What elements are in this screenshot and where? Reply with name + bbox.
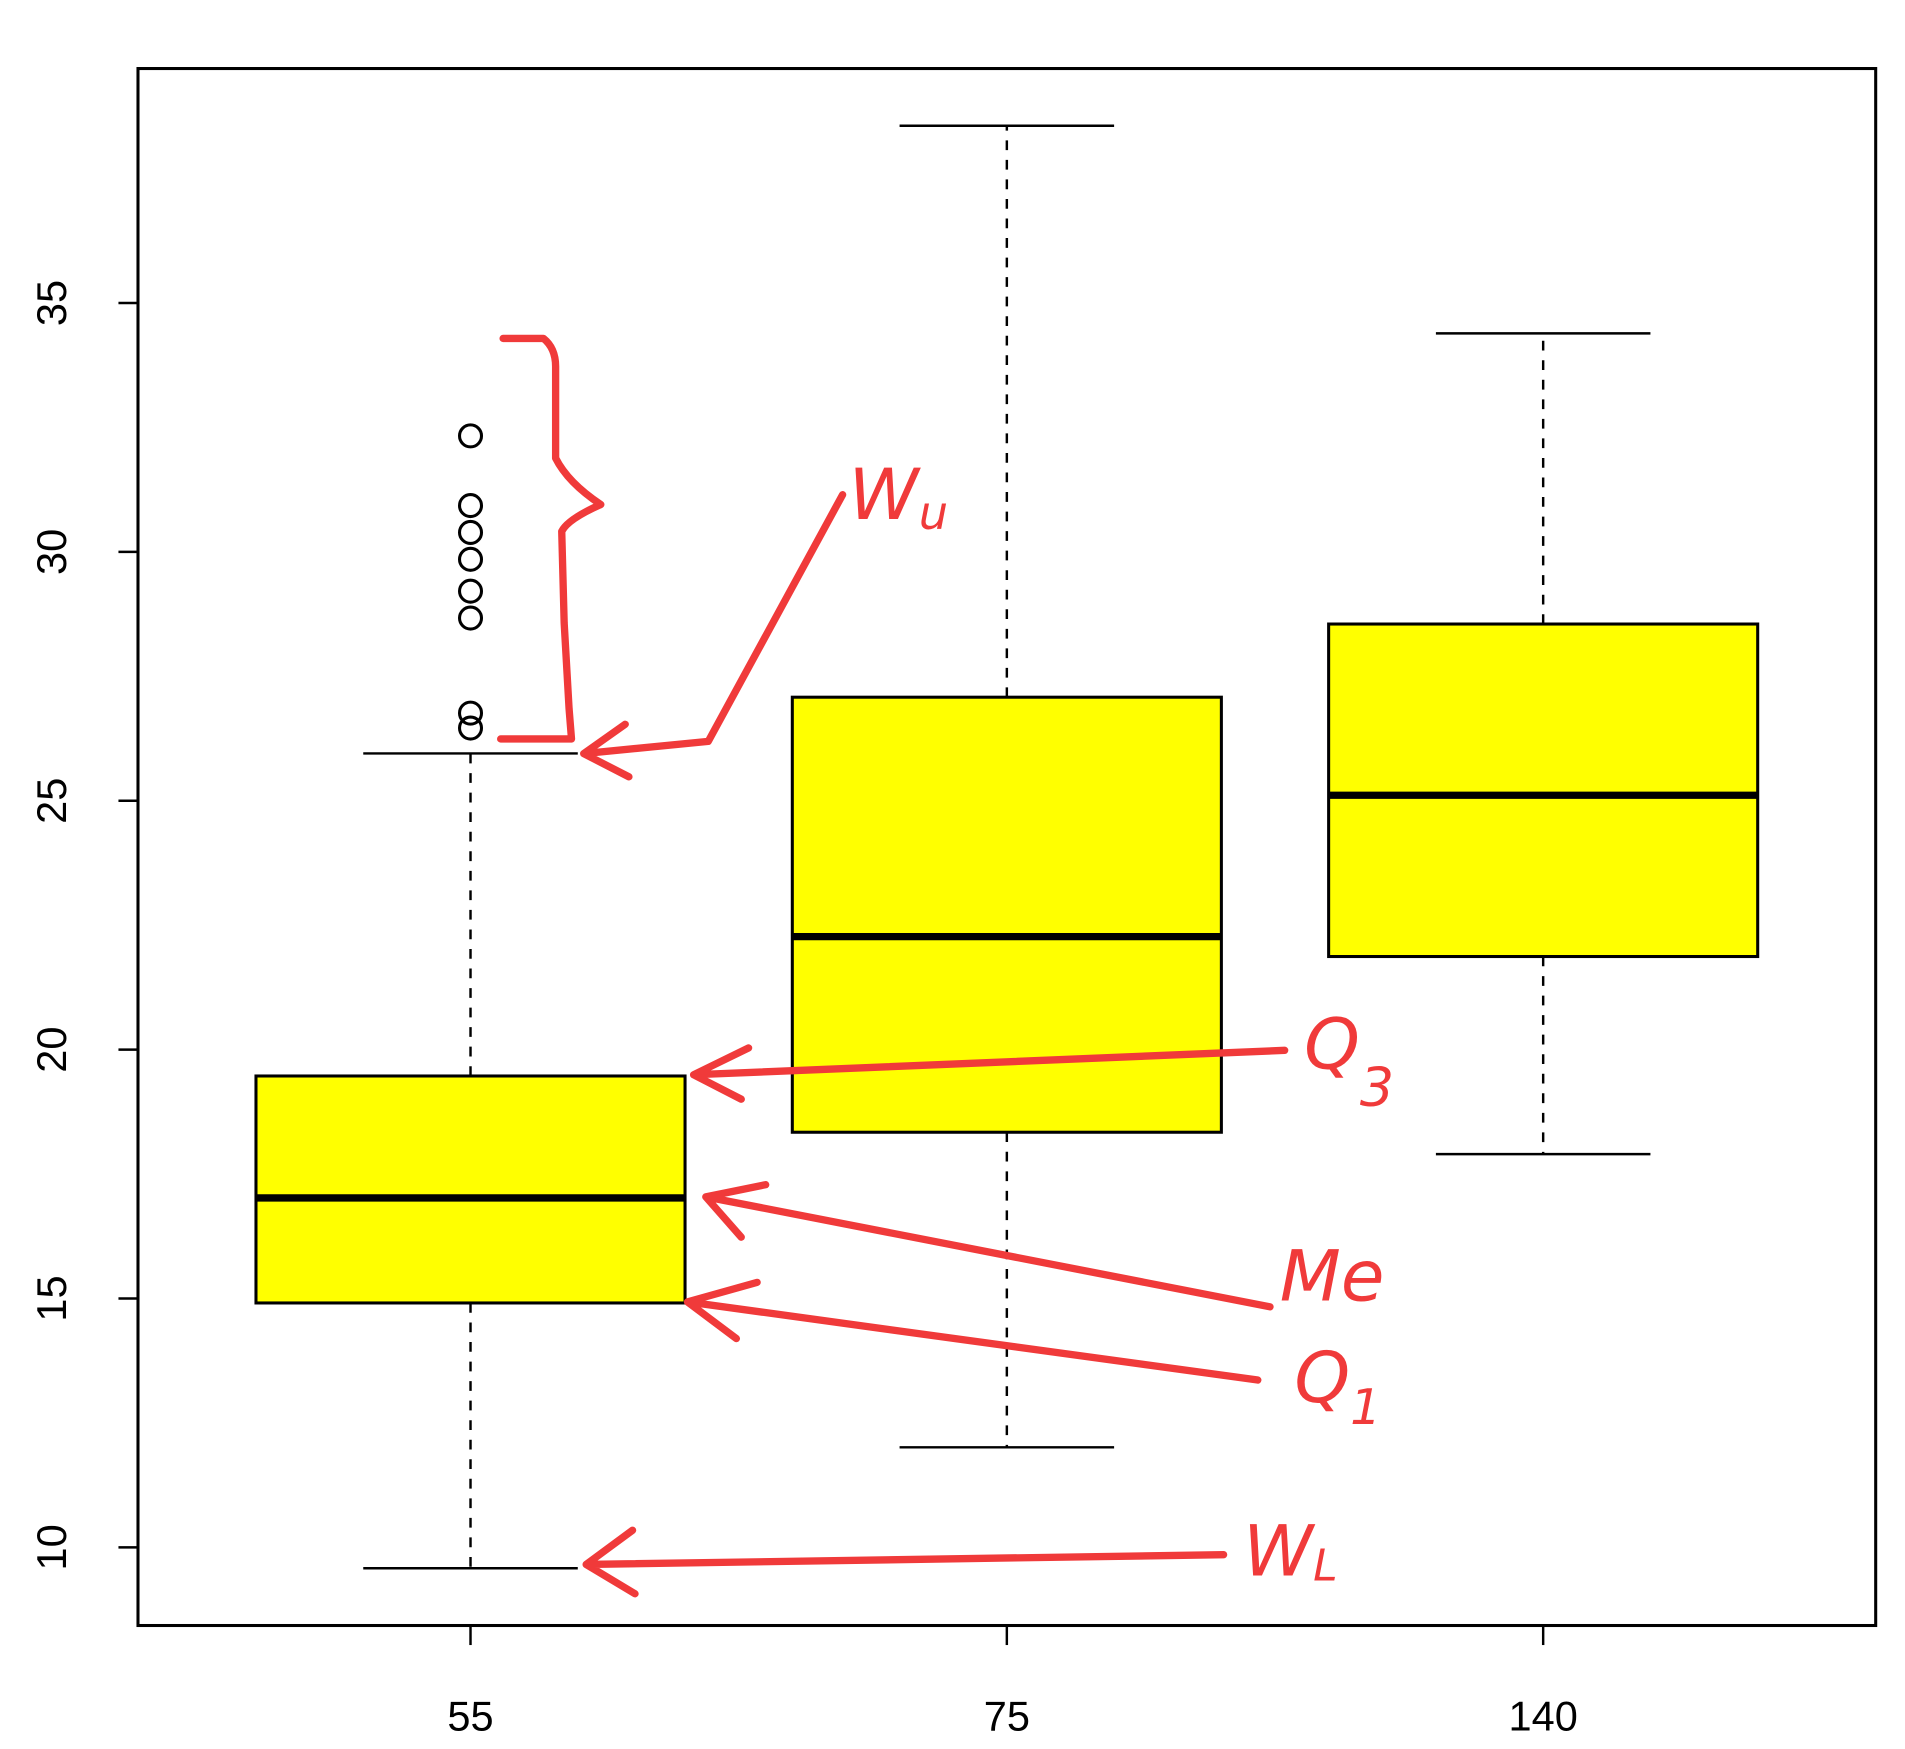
outlier xyxy=(457,578,484,604)
annotation-subscript: u xyxy=(919,486,948,540)
annotation-label: Q xyxy=(1304,1003,1360,1086)
x-tick-label: 55 xyxy=(447,1693,493,1740)
outlier xyxy=(457,519,484,545)
outlier xyxy=(457,715,484,741)
arrow xyxy=(702,1181,1274,1311)
annotation-label: W xyxy=(1243,1509,1316,1592)
annotation: Me xyxy=(1280,1235,1385,1318)
y-tick-label: 25 xyxy=(28,778,75,824)
box xyxy=(254,1074,687,1305)
annotation-subscript: 1 xyxy=(1350,1379,1381,1436)
y-tick-label: 15 xyxy=(28,1275,75,1321)
outlier xyxy=(457,423,484,449)
annotation: Q1 xyxy=(1294,1336,1381,1436)
outlier-brace xyxy=(497,334,605,743)
x-tick-label: 140 xyxy=(1509,1693,1578,1740)
annotation-label: Q xyxy=(1294,1336,1350,1419)
box xyxy=(1327,622,1760,959)
outlier xyxy=(457,700,484,726)
annotation: WL xyxy=(1243,1509,1338,1592)
annotation-label: W xyxy=(849,453,922,536)
y-tick-label: 20 xyxy=(28,1027,75,1073)
annotation-label: Me xyxy=(1280,1235,1385,1318)
outlier xyxy=(457,493,484,519)
annotation: Q3 xyxy=(1304,1003,1394,1119)
annotation-subscript: L xyxy=(1313,1540,1338,1591)
marks: 10 15 20 25 30 35 55 75 140 xyxy=(28,124,1760,1740)
outlier xyxy=(457,605,484,631)
y-tick-label: 10 xyxy=(28,1524,75,1570)
arrow xyxy=(689,1044,1289,1103)
arrow xyxy=(683,1278,1262,1384)
annotation: Wu xyxy=(849,453,948,540)
annotations: Wu Q3 Me Q1 WL xyxy=(497,334,1394,1598)
arrow xyxy=(582,1526,1228,1598)
outlier xyxy=(457,546,484,572)
arrow xyxy=(580,491,847,781)
y-tick-label: 30 xyxy=(28,529,75,575)
y-tick-label: 35 xyxy=(28,280,75,326)
x-tick-label: 75 xyxy=(984,1693,1030,1740)
annotation-subscript: 3 xyxy=(1360,1055,1394,1118)
